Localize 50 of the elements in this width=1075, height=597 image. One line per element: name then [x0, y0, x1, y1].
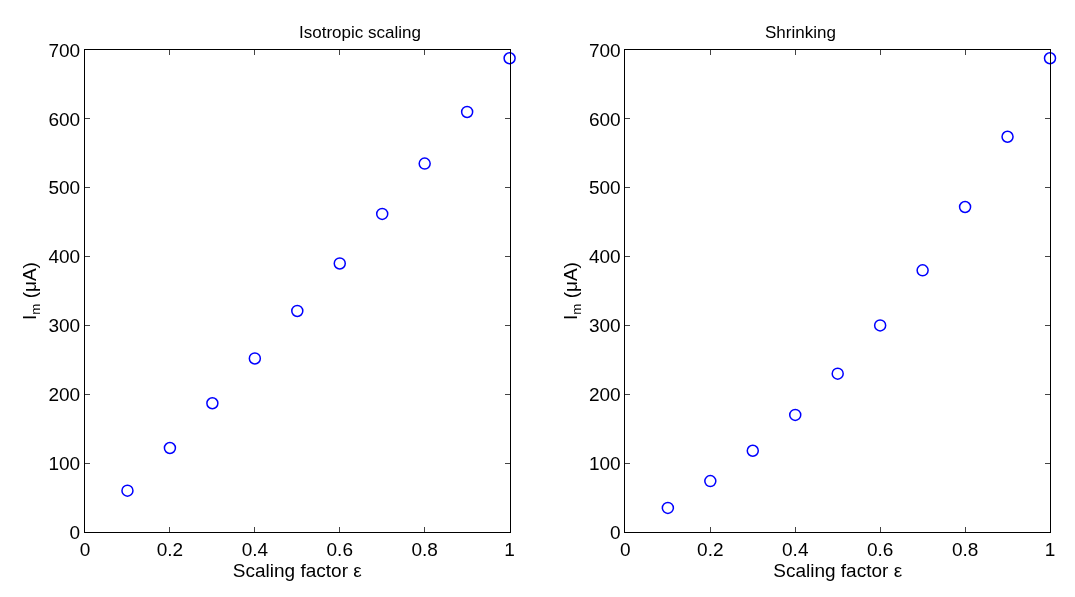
point — [291, 304, 304, 318]
point — [958, 200, 972, 214]
y-tick-label: 700 — [48, 39, 81, 61]
point — [375, 207, 389, 221]
point — [661, 501, 675, 515]
x-axis-title: Scaling factor ε — [773, 559, 903, 581]
point — [831, 367, 844, 380]
point — [873, 319, 887, 332]
y-tick-label: 400 — [588, 246, 621, 268]
point — [746, 444, 760, 457]
y-tick-label: 100 — [48, 452, 81, 474]
point — [704, 474, 717, 488]
point — [1001, 130, 1014, 144]
point — [916, 264, 929, 277]
point — [418, 157, 431, 170]
point — [206, 396, 219, 410]
y-tick-label: 400 — [48, 246, 81, 268]
y-tick-label: 500 — [48, 177, 81, 199]
x-tick-label: 0.2 — [156, 538, 184, 560]
x-tick-label: 1 — [504, 538, 515, 560]
point — [788, 408, 802, 422]
y-tick-label: 0 — [610, 521, 621, 543]
chart-title: Isotropic scaling — [299, 23, 421, 42]
y-tick-label: 200 — [588, 383, 621, 405]
x-tick-label: 0.8 — [411, 538, 438, 560]
x-tick-label: 0.2 — [697, 538, 724, 560]
x-tick-label: 1 — [1044, 538, 1056, 560]
y-tick-label: 500 — [588, 177, 621, 199]
x-tick-label: 0.4 — [241, 538, 269, 560]
point — [163, 441, 177, 455]
x-tick-label: 0.6 — [866, 538, 894, 560]
x-axis-title: Scaling factor ε — [232, 559, 363, 581]
y-tick-label: 100 — [588, 452, 621, 474]
y-tick-label: 600 — [48, 108, 81, 130]
point — [333, 257, 347, 270]
x-tick-label: 0.6 — [326, 538, 353, 560]
x-tick-label: 0.8 — [951, 538, 979, 560]
y-tick-label: 200 — [48, 383, 81, 405]
point — [503, 52, 516, 65]
point — [121, 484, 134, 497]
point — [1043, 52, 1057, 65]
point — [248, 352, 262, 365]
y-tick-label: 0 — [69, 521, 81, 543]
x-tick-label: 0.4 — [782, 538, 809, 560]
y-tick-label: 600 — [588, 108, 621, 130]
point — [460, 105, 474, 119]
y-tick-label: 300 — [48, 315, 81, 337]
y-tick-label: 700 — [588, 39, 621, 61]
chart-title: Shrinking — [765, 23, 836, 42]
y-tick-label: 300 — [588, 315, 621, 337]
